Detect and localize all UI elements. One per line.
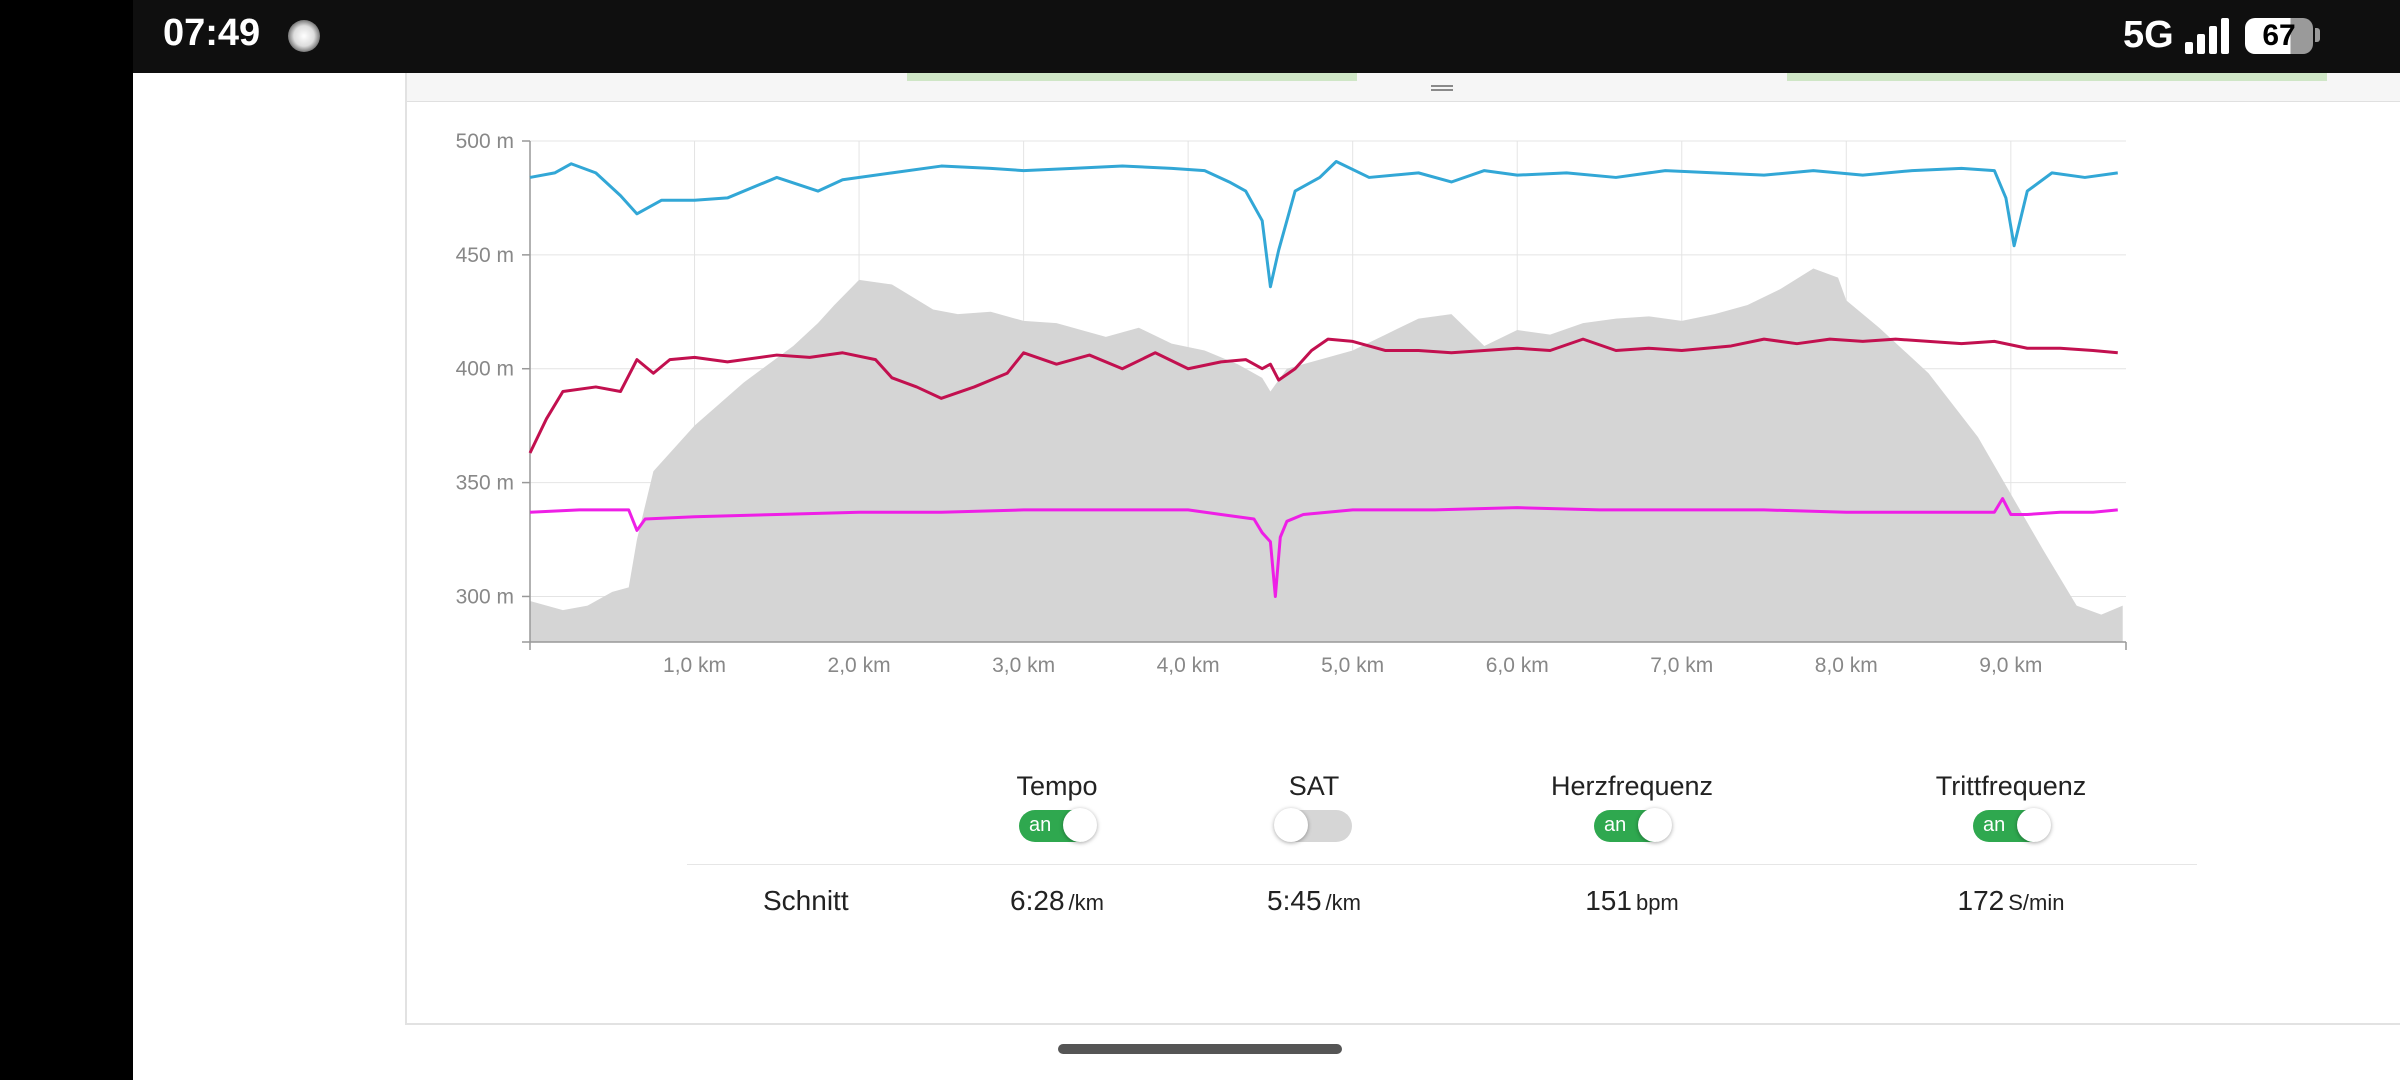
average-tempo: 6:28/km [927, 885, 1187, 917]
battery-tip [2315, 28, 2320, 42]
divider [687, 864, 2197, 865]
average-value: 172 [1957, 885, 2005, 916]
y-tick-label: 350 m [456, 472, 514, 495]
average-label: Schnitt [763, 885, 849, 916]
legend-item-sat[interactable]: SAT [1204, 771, 1424, 842]
average-sat: 5:45/km [1184, 885, 1444, 917]
map-park-area [907, 73, 1357, 81]
toggle-knob [1638, 808, 1672, 842]
toggle-label: an [1983, 814, 2006, 836]
activity-panel: 500 m 450 m 400 m 350 m 300 m 1,0 km 2,0 km 3,0… [405, 73, 2400, 1025]
y-tick-label: 450 m [456, 244, 514, 267]
notification-dot-icon [288, 20, 320, 52]
x-tick-label: 7,0 km [1650, 654, 1713, 677]
battery-level: 67 [2262, 19, 2296, 52]
average-value: 5:45 [1267, 885, 1322, 916]
toggle-knob [1063, 808, 1097, 842]
x-tick-label: 6,0 km [1486, 654, 1549, 677]
map-park-area [1787, 73, 2327, 81]
network-type: 5G [2123, 14, 2174, 56]
x-tick-label: 4,0 km [1157, 654, 1220, 677]
status-time: 07:49 [163, 12, 261, 54]
toggle-label: an [1029, 814, 1052, 836]
legend-label: Herzfrequenz [1550, 771, 1714, 801]
average-value: 151 [1585, 885, 1632, 916]
average-unit: /km [1068, 890, 1104, 915]
average-value: 6:28 [1010, 885, 1065, 916]
x-tick-label: 5,0 km [1321, 654, 1384, 677]
average-unit: /km [1325, 890, 1361, 915]
y-tick-label: 400 m [456, 358, 514, 381]
legend-label: Trittfrequenz [1935, 771, 2087, 801]
trittfrequenz-toggle[interactable]: an [1973, 808, 2051, 842]
y-tick-label: 500 m [456, 130, 514, 153]
status-bar: 07:49 5G 67 [133, 0, 2400, 73]
average-trittfrequenz: 172 S/min [1881, 885, 2141, 917]
herzfrequenz-toggle[interactable]: an [1594, 808, 1672, 842]
map-preview-strip[interactable] [407, 73, 2400, 102]
series-line-tempo [528, 337, 2118, 454]
battery-icon: 67 [2245, 18, 2313, 54]
toggle-label: an [1604, 814, 1627, 836]
x-tick-label: 8,0 km [1815, 654, 1878, 677]
left-black-bar [0, 0, 133, 1080]
elevation-area [530, 268, 2123, 642]
average-unit: bpm [1635, 890, 1679, 915]
x-tick-label: 9,0 km [1979, 654, 2042, 677]
average-unit: S/min [2008, 890, 2065, 915]
legend-item-herzfrequenz[interactable]: Herzfrequenz an [1522, 771, 1742, 842]
x-tick-label: 2,0 km [828, 654, 891, 677]
legend-label: SAT [1288, 771, 1340, 801]
x-tick-label: 3,0 km [992, 654, 1055, 677]
tempo-toggle[interactable]: an [1019, 808, 1097, 842]
home-indicator[interactable] [1058, 1044, 1342, 1054]
x-tick-label: 1,0 km [663, 654, 726, 677]
series-line-herzfrequenz [529, 159, 2118, 289]
toggle-knob [1274, 808, 1308, 842]
activity-chart[interactable]: 500 m 450 m 400 m 350 m 300 m 1,0 km 2,0 km 3,0… [407, 73, 2400, 713]
legend-item-trittfrequenz[interactable]: Trittfrequenz an [1901, 771, 2121, 842]
y-tick-label: 300 m [456, 585, 514, 608]
sat-toggle[interactable] [1274, 808, 1352, 842]
toggle-knob [2017, 808, 2051, 842]
legend-label: Tempo [1016, 771, 1098, 801]
drag-handle-icon[interactable] [1431, 85, 1453, 95]
legend-item-tempo[interactable]: Tempo an [947, 771, 1167, 842]
average-herzfrequenz: 151 bpm [1502, 885, 1762, 917]
series-line-trittfrequenz [529, 497, 2118, 598]
signal-icon [2185, 18, 2235, 54]
